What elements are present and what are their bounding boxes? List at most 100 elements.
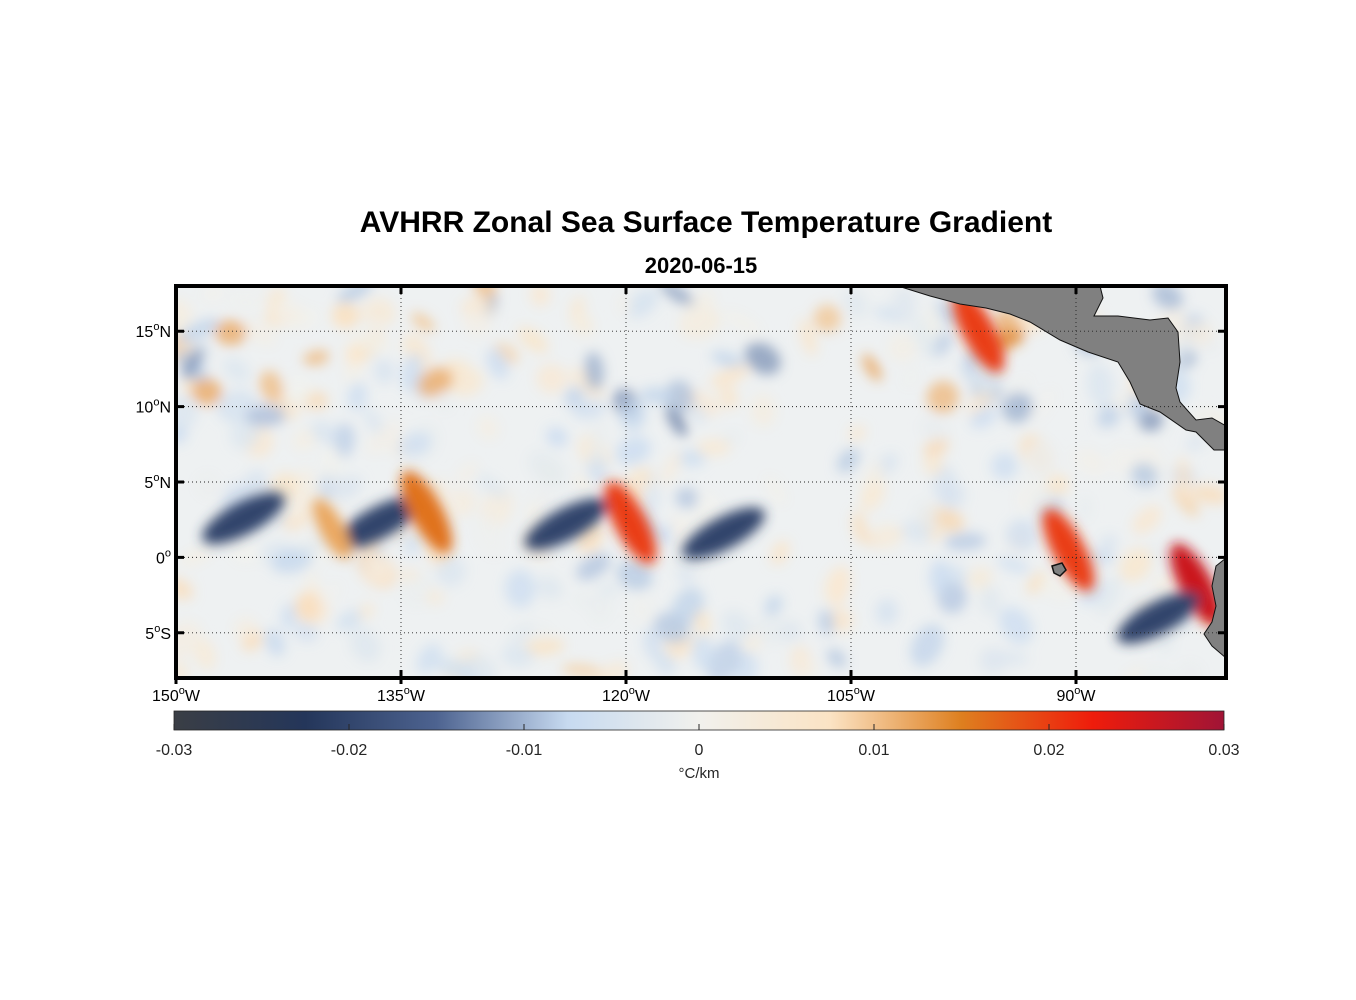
- sst-cell: [193, 637, 217, 671]
- sst-cell: [721, 610, 751, 641]
- lon-label-90W: 90oW: [1056, 685, 1096, 705]
- sst-cell: [750, 394, 776, 428]
- sst-cell: [572, 399, 607, 420]
- sst-cell: [875, 598, 899, 626]
- colorbar-tick-label: -0.01: [506, 742, 543, 759]
- sst-cell: [1084, 448, 1102, 470]
- sst-cell: [264, 628, 286, 657]
- front-galapagos-warm-front: [1042, 508, 1095, 592]
- sst-cell: [576, 553, 611, 581]
- front-peru-coast-warm-front: [1170, 543, 1222, 626]
- sst-cell: [843, 289, 868, 318]
- sst-cell: [297, 466, 317, 508]
- sst-cell: [294, 591, 322, 622]
- lon-label-135W: 135oW: [377, 685, 426, 705]
- front-tiw-cold-front-3: [524, 498, 608, 551]
- sst-cell: [245, 405, 287, 427]
- front-tiw-warm-front-2: [400, 470, 453, 554]
- sst-cell: [1148, 544, 1163, 563]
- sst-cell: [462, 306, 492, 337]
- sst-cell: [910, 624, 945, 667]
- sst-cell: [970, 406, 997, 429]
- sst-cell: [546, 427, 568, 447]
- sst-cell: [639, 387, 673, 405]
- colorbar-tick-label: -0.02: [331, 742, 368, 759]
- sst-cell: [293, 621, 319, 643]
- sst-cell: [590, 418, 605, 465]
- sst-cell: [655, 525, 674, 546]
- sst-cell: [324, 479, 357, 498]
- sst-cell: [179, 547, 213, 566]
- colorbar-tick-label: 0.01: [858, 742, 889, 759]
- front-peru-coast-cold-region: [1117, 591, 1200, 644]
- figure-title: AVHRR Zonal Sea Surface Temperature Grad…: [359, 206, 1053, 239]
- sst-cell: [320, 444, 342, 481]
- map-area: 15oN 10oN 5oN 0o 5oS 150oW 135oW 120oW 105oW 90o…: [136, 284, 1228, 705]
- sst-cell: [665, 405, 688, 437]
- island-galapagos: [1051, 562, 1067, 577]
- sst-cell: [978, 585, 1002, 616]
- front-tiw-cold-front-2: [337, 496, 420, 549]
- sst-gradient-field: [176, 286, 1226, 678]
- sst-cell: [779, 620, 803, 642]
- sst-cell: [360, 298, 387, 326]
- sst-gradient-fronts: [202, 289, 1222, 644]
- sst-cell: [1152, 286, 1183, 310]
- sst-cell: [795, 657, 819, 677]
- sst-cell: [536, 363, 568, 394]
- latitude-labels: 15oN 10oN 5oN 0o 5oS: [136, 321, 171, 643]
- sst-cell: [836, 448, 860, 473]
- sst-cell: [530, 286, 550, 307]
- sst-cell: [675, 449, 707, 467]
- sst-cell: [446, 489, 476, 518]
- sst-cell: [627, 595, 654, 622]
- sst-cell: [984, 650, 1029, 667]
- sst-cell: [274, 298, 309, 331]
- sst-cell: [425, 589, 445, 606]
- colorbar-tick-label: 0: [695, 742, 704, 759]
- sst-cell: [569, 367, 605, 400]
- sst-cell: [1130, 462, 1159, 488]
- sst-cell: [366, 553, 390, 581]
- sst-cell: [1015, 482, 1052, 514]
- sst-cell: [435, 556, 466, 587]
- sst-cell: [1097, 405, 1121, 428]
- sst-cell: [848, 425, 866, 441]
- sst-cell: [435, 392, 452, 411]
- sst-cell: [347, 382, 368, 411]
- front-tiw-cold-front-1: [202, 492, 285, 544]
- sst-cell: [626, 288, 659, 318]
- sst-cell: [591, 603, 610, 623]
- sst-cell: [460, 368, 485, 395]
- sst-cell: [675, 487, 700, 509]
- sst-cell: [1119, 547, 1153, 582]
- sst-cell: [1172, 486, 1199, 518]
- lon-label-120W: 120oW: [602, 685, 651, 705]
- sst-cell: [934, 508, 965, 533]
- sst-cell: [1046, 474, 1070, 497]
- sst-cell: [1024, 439, 1057, 485]
- sst-cell: [999, 606, 1033, 644]
- sst-cell: [561, 663, 603, 678]
- sst-cell: [1078, 496, 1091, 521]
- sst-cell: [924, 304, 942, 340]
- sst-cell: [1031, 388, 1057, 422]
- sst-cell: [411, 312, 435, 332]
- sst-cell: [689, 404, 707, 424]
- sst-cell: [593, 661, 630, 678]
- sst-cell: [683, 291, 715, 332]
- sst-cell: [923, 436, 949, 458]
- colorbar-tick-label: 0.02: [1033, 742, 1064, 759]
- sst-cell: [659, 450, 683, 486]
- sst-cell: [887, 334, 918, 363]
- sst-cell: [929, 559, 950, 594]
- sst-cell: [522, 638, 565, 656]
- sst-cell: [190, 378, 223, 406]
- sst-cell: [584, 351, 604, 391]
- sst-cell: [501, 644, 535, 667]
- sst-cell: [991, 452, 1018, 480]
- sst-cell: [528, 451, 567, 487]
- sst-cell: [417, 367, 454, 397]
- sst-cell: [401, 352, 424, 392]
